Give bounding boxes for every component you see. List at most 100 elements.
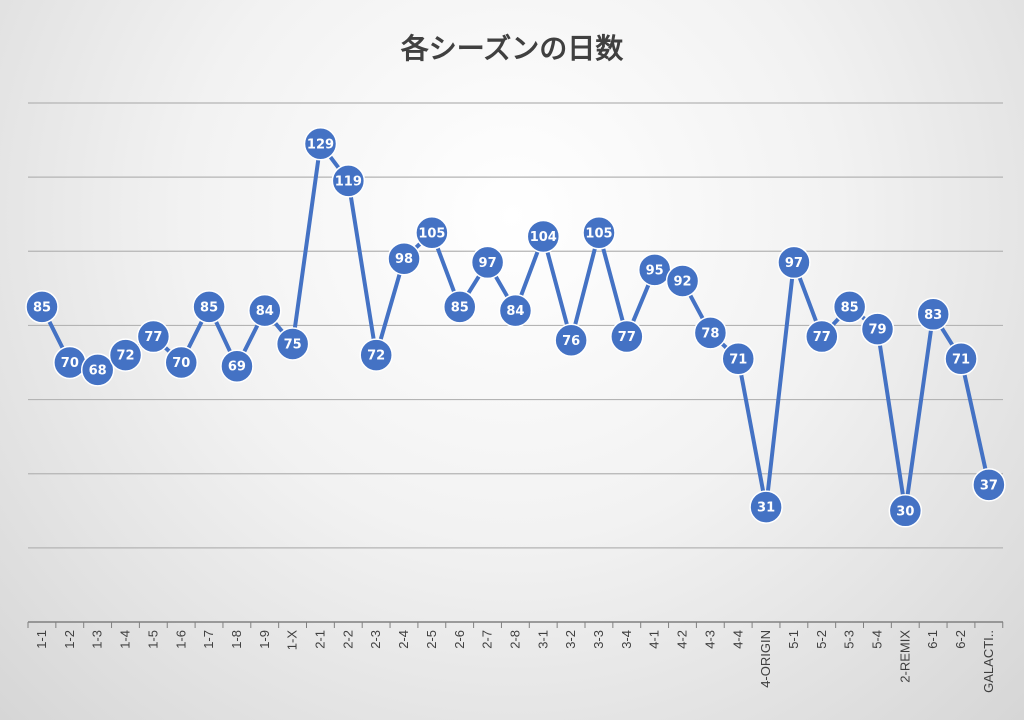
data-label: 98 [395,252,413,267]
data-point: 76 [554,323,588,358]
data-label: 85 [451,300,469,315]
x-axis [27,621,1004,628]
data-point-marker [888,494,923,528]
x-tick-label: 1-7 [201,630,216,649]
data-point-marker [721,342,755,376]
x-tick-label: 2-5 [424,630,439,649]
data-label: 75 [284,337,302,352]
data-points: 85 70 68 72 77 70 85 69 84 75 129 119 72 98 105 85 97 84 1… [25,127,1006,528]
x-tick-label: 2-REMIX [897,630,912,683]
x-tick-labels: 1-1 1-2 1-3 1-4 1-5 1-6 1-7 1-8 1-9 1-X 2-1 2-2 2-3 2… [34,630,996,693]
x-tick-label: 3-4 [619,630,634,649]
x-tick-label: 2-1 [313,630,328,649]
data-label: 92 [674,274,692,289]
x-tick-label: 2-7 [480,630,495,649]
data-point-marker [470,245,505,280]
data-label: 30 [896,504,914,519]
x-tick-label: 1-2 [62,630,77,649]
data-point: 77 [805,319,839,354]
data-point-marker [248,293,282,328]
data-label: 105 [418,226,445,241]
data-point: 71 [944,342,978,376]
data-point-marker [554,323,588,358]
data-point-marker [275,327,310,361]
data-point: 104 [526,219,561,254]
x-tick-label: 1-3 [90,630,105,649]
data-point-marker [526,219,561,254]
data-label: 71 [952,352,970,367]
data-point: 85 [443,290,477,324]
x-tick-label: 2-3 [368,630,383,649]
data-point-marker [777,245,811,280]
data-point: 119 [331,164,366,198]
data-label: 95 [646,263,664,278]
x-tick-label: 3-1 [535,630,550,649]
data-point: 105 [415,216,449,250]
x-tick-label: 3-3 [591,630,606,649]
data-point: 85 [25,290,59,324]
data-label: 84 [256,304,274,319]
data-label: 85 [841,300,859,315]
data-point: 85 [832,290,867,324]
data-label: 70 [172,356,190,371]
data-point: 72 [108,338,143,372]
data-point-marker [665,264,700,298]
data-point: 72 [359,338,393,372]
data-point-marker [749,490,783,524]
x-tick-label: 4-ORIGIN [758,630,773,688]
x-tick-label: 4-4 [730,630,745,649]
data-label: 77 [813,330,831,345]
data-point: 97 [470,245,505,280]
data-point-marker [387,241,421,276]
x-tick-label: 6-2 [953,630,968,649]
x-tick-label: 1-9 [257,630,272,649]
data-point: 70 [164,345,198,380]
data-point: 84 [498,293,533,328]
data-point: 78 [693,316,728,350]
data-point-marker [220,349,254,383]
data-point: 68 [80,353,115,387]
data-point-marker [860,312,895,346]
data-point: 85 [192,290,226,324]
x-tick-label: 2-4 [396,630,411,649]
x-tick-label: 6-1 [925,630,940,649]
x-tick-label: 4-3 [702,630,717,649]
x-tick-label: 5-3 [842,630,857,649]
data-label: 68 [89,363,107,378]
data-point: 77 [136,319,171,354]
data-point-marker [972,468,1006,502]
data-label: 83 [924,308,942,323]
data-point: 70 [53,345,87,380]
data-point: 79 [860,312,895,346]
x-tick-label: 1-X [285,630,300,651]
data-point: 98 [387,241,421,276]
x-tick-label: 1-1 [34,630,49,649]
data-point: 105 [582,216,616,250]
x-tick-label: 2-2 [340,630,355,649]
data-label: 71 [729,352,747,367]
data-point-marker [359,338,393,372]
data-point-marker [331,164,366,198]
data-label: 78 [701,326,719,341]
data-label: 119 [335,174,362,189]
data-label: 129 [307,137,334,152]
data-point-marker [805,319,839,354]
data-point-marker [415,216,449,250]
chart-title: 各シーズンの日数 [400,32,625,65]
data-point-marker [25,290,59,324]
data-label: 76 [562,334,580,349]
data-point-marker [832,290,867,324]
x-tick-label: 4-2 [675,630,690,649]
data-point: 77 [610,319,644,354]
data-label: 84 [506,304,524,319]
data-label: 69 [228,360,246,375]
x-tick-label: 3-2 [563,630,578,649]
data-label: 37 [980,478,998,493]
data-label: 85 [33,300,51,315]
data-point: 92 [665,264,700,298]
data-point-marker [108,338,143,372]
data-point: 37 [972,468,1006,502]
x-tick-label: GALACTI.. [981,630,996,693]
data-label: 72 [367,349,385,364]
data-label: 104 [530,230,557,245]
